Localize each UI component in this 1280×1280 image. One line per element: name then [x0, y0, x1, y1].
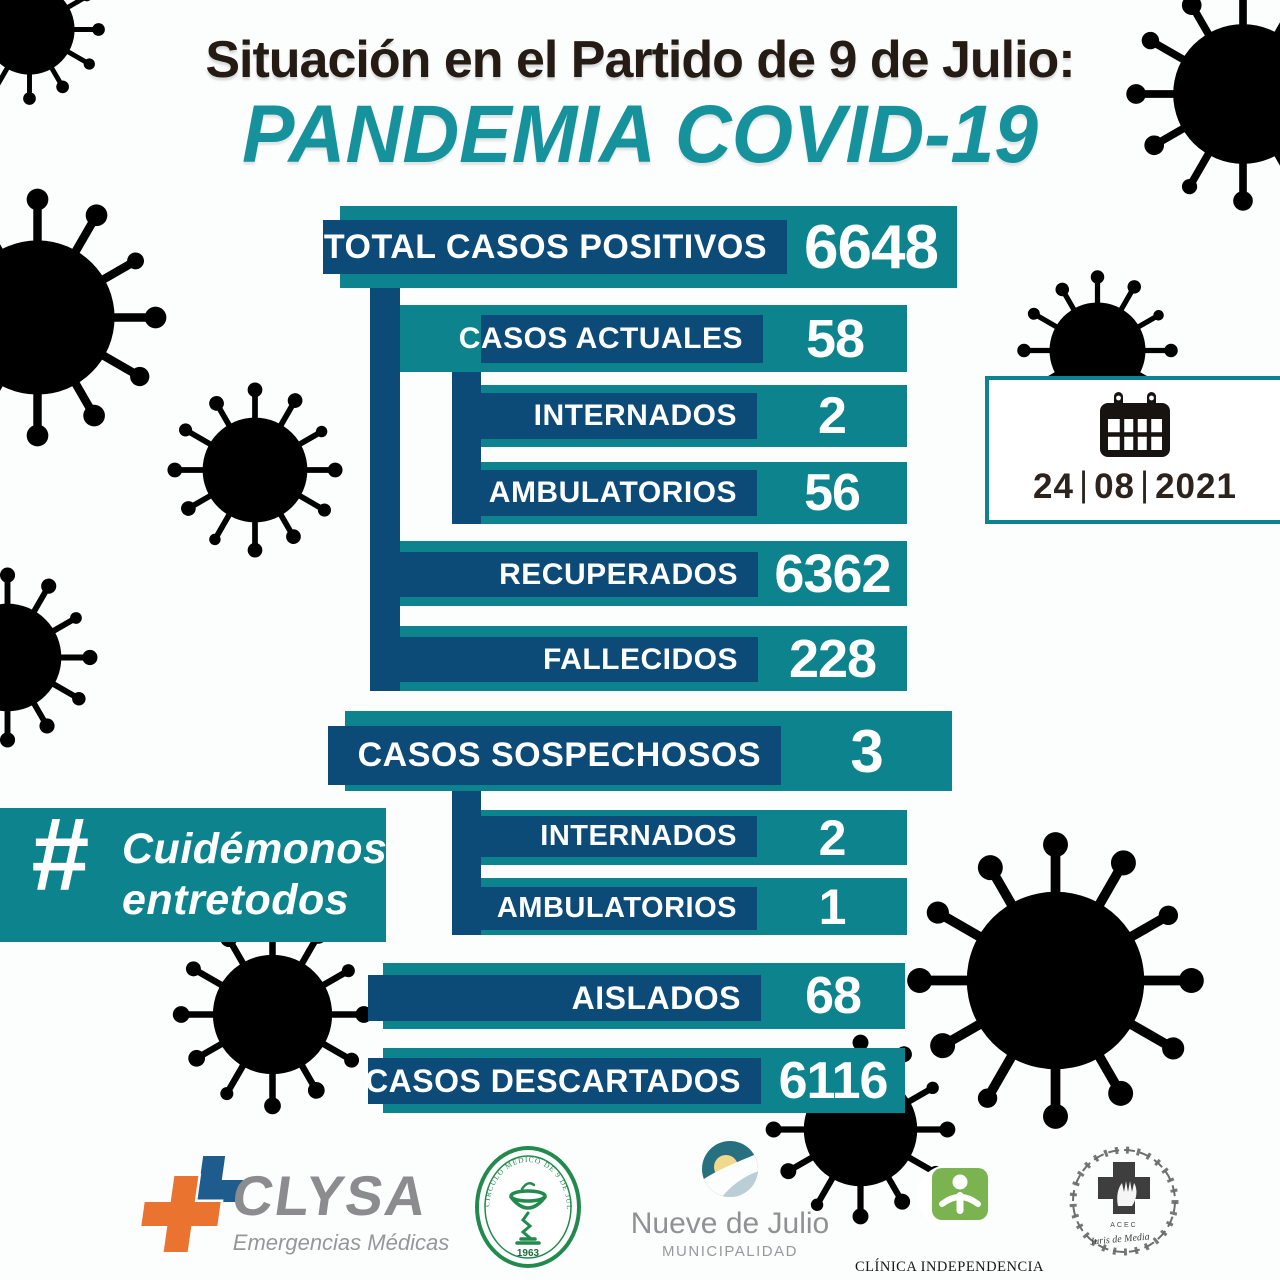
- date-day: 24: [1033, 467, 1074, 506]
- calendar-icon: [1100, 392, 1170, 457]
- bar-label-box: RECUPERADOS: [397, 552, 758, 597]
- connector-line: [452, 780, 481, 935]
- bar-label-box: INTERNADOS: [481, 816, 757, 857]
- bar-value: 2: [818, 809, 847, 866]
- bar-value: 3: [850, 717, 883, 785]
- nueve-de-julio-emblem: [702, 1141, 758, 1197]
- bar-value: 6362: [774, 543, 891, 604]
- bar-label: CASOS DESCARTADOS: [365, 1062, 741, 1099]
- logo-nueve-de-julio: Nueve de Julio MUNICIPALIDAD: [630, 1140, 830, 1260]
- hashtag-banner: # Cuidémonos entretodos: [0, 797, 387, 942]
- clysa-title: CLYSA: [228, 1164, 433, 1227]
- date-separator: |: [1078, 465, 1090, 504]
- bar-value: 68: [805, 967, 862, 1025]
- logo-circulo-medico: CIRCULO MEDICO DE 9 DE JULIO 1963: [470, 1138, 583, 1278]
- hashtag-line1: Cuidémonos: [122, 825, 388, 873]
- virus-watermark-icon: [172, 914, 373, 1115]
- bar-label-box: INTERNADOS: [481, 393, 757, 439]
- bar-label: RECUPERADOS: [499, 557, 738, 591]
- bar-label-box: AMBULATORIOS: [481, 887, 757, 930]
- virus-watermark-icon: [167, 382, 343, 558]
- bar-label-box: CASOS DESCARTADOS: [365, 1058, 761, 1104]
- date-year: 2021: [1155, 467, 1237, 506]
- bar-label: FALLECIDOS: [542, 642, 738, 676]
- date-month: 08: [1094, 467, 1135, 506]
- nueve-subtitle: MUNICIPALIDAD: [662, 1243, 798, 1260]
- bar-label-box: FALLECIDOS: [397, 637, 758, 682]
- bar-value: 6648: [804, 212, 939, 282]
- bar-label-box: AISLADOS: [368, 975, 761, 1021]
- clysa-cross-icon: [138, 1156, 243, 1255]
- circulo-year: 1963: [517, 1248, 540, 1259]
- report-date-box: 24 | 08 | 2021: [985, 376, 1280, 524]
- logo-acec-stamp: ACEC Juris de Media: [1058, 1142, 1190, 1273]
- virus-watermark-icon: [0, 188, 167, 447]
- virus-watermark-icon: [0, 567, 98, 748]
- clinica-independencia-emblem: [916, 1165, 988, 1227]
- bar-label: INTERNADOS: [533, 399, 737, 432]
- bar-label: AISLADOS: [571, 979, 741, 1016]
- page-subtitle: PANDEMIA COVID-19: [241, 89, 1039, 180]
- bar-label-box: AMBULATORIOS: [481, 470, 757, 516]
- bar-value: 1: [818, 878, 847, 935]
- hash-symbol: #: [30, 797, 88, 913]
- bar-label: AMBULATORIOS: [496, 892, 737, 924]
- page-title: Situación en el Partido de 9 de Julio:: [205, 31, 1075, 89]
- bar-value: 228: [788, 628, 877, 689]
- connector-line: [452, 366, 481, 524]
- bar-label-box: CASOS SOSPECHOSOS: [328, 726, 781, 785]
- hashtag-line2: entretodos: [122, 876, 350, 924]
- bar-label: INTERNADOS: [540, 820, 737, 852]
- connector-line: [370, 268, 400, 691]
- circulo-medico-emblem: CIRCULO MEDICO DE 9 DE JULIO 1963: [470, 1138, 581, 1268]
- acec-stamp-icon: ACEC Juris de Media: [1069, 1146, 1179, 1256]
- bar-label: CASOS ACTUALES: [458, 322, 743, 355]
- stamp-subtitle: Juris de Media: [1089, 1231, 1150, 1247]
- bar-label: CASOS SOSPECHOSOS: [357, 736, 761, 774]
- bar-value: 58: [805, 308, 865, 369]
- bar-label-box: CASOS ACTUALES: [459, 315, 763, 363]
- date-separator: |: [1140, 465, 1151, 504]
- clysa-subtitle: Emergencias Médicas: [232, 1230, 450, 1255]
- bar-label-box: TOTAL CASOS POSITIVOS: [323, 220, 787, 274]
- logo-clinica-independencia: CLÍNICA INDEPENDENCIA: [855, 1152, 1044, 1276]
- bar-label: AMBULATORIOS: [488, 476, 737, 509]
- hashtag-text: Cuidémonos entretodos: [122, 824, 387, 926]
- bar-value: 6116: [778, 1051, 889, 1110]
- report-date: 24 | 08 | 2021: [989, 465, 1280, 507]
- sponsor-logo-strip: CLYSA Emergencias Médicas CIRCULO MEDICO…: [0, 1138, 1280, 1280]
- bar-label: TOTAL CASOS POSITIVOS: [323, 227, 767, 266]
- bar-value: 2: [818, 387, 847, 445]
- stamp-title: ACEC: [1110, 1222, 1137, 1229]
- clinica-title: CLÍNICA INDEPENDENCIA: [855, 1259, 1044, 1275]
- nueve-title: Nueve de Julio: [630, 1207, 830, 1240]
- bar-value: 56: [804, 464, 861, 522]
